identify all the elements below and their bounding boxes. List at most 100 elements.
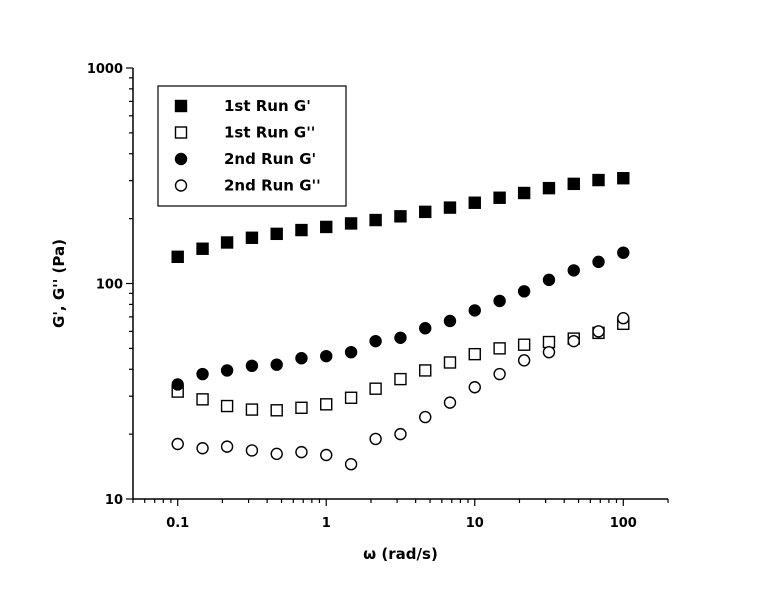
data-point xyxy=(617,246,630,259)
data-point xyxy=(369,432,382,446)
data-point xyxy=(220,364,234,377)
data-point xyxy=(220,236,234,249)
data-point xyxy=(270,404,283,417)
x-tick-label: 1 xyxy=(322,516,331,531)
data-point xyxy=(320,220,333,234)
legend-entry: 2nd Run G' xyxy=(174,150,316,168)
data-point xyxy=(517,338,531,351)
data-point xyxy=(493,367,506,381)
data-point xyxy=(443,356,457,369)
data-point xyxy=(344,391,358,404)
series-2nd-run-g xyxy=(171,246,630,391)
series-1st-run-g xyxy=(171,172,630,264)
series-2nd-run-g xyxy=(171,312,630,471)
legend-label: 2nd Run G' xyxy=(224,150,316,168)
data-point xyxy=(320,448,333,462)
legend: 1st Run G' 1st Run G'' 2nd Run G' 2nd Run G… xyxy=(157,85,347,207)
data-point xyxy=(617,312,630,325)
data-point xyxy=(394,210,407,223)
x-axis-title: ω (rad/s) xyxy=(363,545,438,563)
data-point xyxy=(220,399,234,413)
data-point xyxy=(270,447,283,461)
data-point xyxy=(171,378,184,391)
data-point xyxy=(245,403,259,416)
data-point xyxy=(493,191,506,204)
data-point xyxy=(468,196,481,209)
legend-label: 2nd Run G'' xyxy=(224,177,321,195)
legend-marker xyxy=(174,126,188,139)
x-tick-label: 0.1 xyxy=(166,516,189,531)
data-point xyxy=(196,242,209,255)
data-point xyxy=(196,442,209,455)
series-1st-run-g xyxy=(171,317,630,417)
data-point xyxy=(295,445,308,459)
data-point xyxy=(567,264,580,277)
data-point xyxy=(196,393,209,406)
data-point xyxy=(295,401,308,414)
data-point xyxy=(220,440,234,453)
data-point xyxy=(295,223,308,237)
data-point xyxy=(443,201,457,214)
data-point xyxy=(542,345,556,359)
data-point xyxy=(344,345,358,359)
data-point xyxy=(419,322,432,335)
data-point xyxy=(171,437,184,451)
legend-entry: 2nd Run G'' xyxy=(174,177,321,195)
axes: 0.1 1 10 100 10 100 1000 xyxy=(87,62,669,531)
data-point xyxy=(344,217,358,230)
data-point xyxy=(270,358,283,371)
data-point xyxy=(567,177,580,191)
data-point xyxy=(344,458,358,471)
data-point xyxy=(419,410,432,424)
data-point xyxy=(394,427,407,441)
data-point xyxy=(369,213,382,227)
data-point xyxy=(468,381,481,394)
data-point xyxy=(369,334,382,348)
data-point xyxy=(443,396,457,409)
data-point xyxy=(245,359,259,373)
data-point xyxy=(567,334,580,348)
data-point xyxy=(592,255,605,269)
legend-marker xyxy=(174,179,188,192)
data-point xyxy=(517,285,531,298)
data-point xyxy=(419,364,432,377)
data-point xyxy=(468,304,481,317)
data-point xyxy=(394,331,407,344)
data-point xyxy=(517,354,531,367)
data-point xyxy=(592,173,605,187)
data-point xyxy=(270,227,283,241)
data-point xyxy=(592,325,605,338)
data-point xyxy=(245,444,259,457)
legend-label: 1st Run G'' xyxy=(224,124,315,142)
data-point xyxy=(171,250,184,264)
legend-box xyxy=(157,85,347,207)
data-markers xyxy=(171,172,630,471)
data-point xyxy=(493,342,506,355)
legend-label: 1st Run G' xyxy=(224,97,311,115)
data-point xyxy=(542,335,556,349)
x-tick-label: 10 xyxy=(466,516,484,531)
data-point xyxy=(320,398,333,411)
data-point xyxy=(295,352,308,365)
data-point xyxy=(517,186,531,200)
data-point xyxy=(196,367,209,381)
y-tick-label: 100 xyxy=(96,278,123,293)
data-point xyxy=(542,273,556,287)
data-point xyxy=(542,181,556,195)
data-point xyxy=(320,349,333,363)
y-tick-label: 1000 xyxy=(87,62,123,77)
data-point xyxy=(419,205,432,219)
legend-entry: 1st Run G' xyxy=(174,97,311,115)
legend-marker xyxy=(174,99,188,113)
legend-entry: 1st Run G'' xyxy=(174,124,315,142)
data-point xyxy=(443,314,457,328)
data-point xyxy=(493,294,506,308)
data-point xyxy=(245,231,259,244)
y-tick-label: 10 xyxy=(105,493,123,508)
y-axis-title: G', G'' (Pa) xyxy=(50,239,68,328)
data-point xyxy=(468,347,481,361)
data-point xyxy=(369,382,382,395)
data-point xyxy=(394,372,407,386)
x-tick-label: 100 xyxy=(610,516,637,531)
